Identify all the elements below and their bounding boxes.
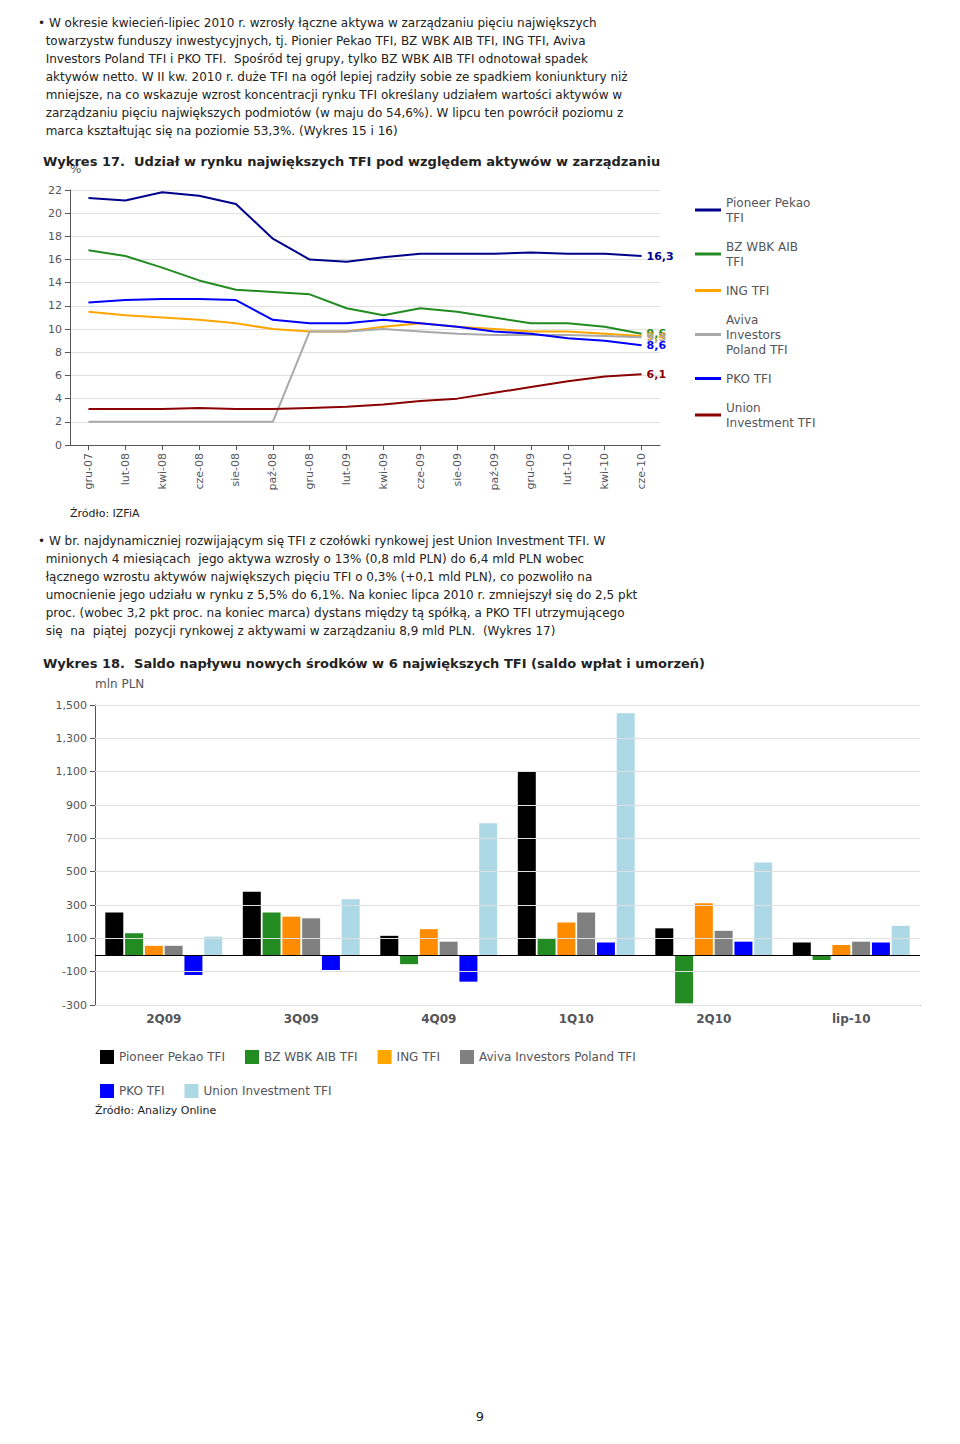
svg-text:• W br. najdynamiczniej rozwij: • W br. najdynamiczniej rozwijającym się… (38, 534, 605, 548)
svg-text:lut-08: lut-08 (119, 453, 132, 485)
svg-text:14: 14 (48, 276, 62, 289)
svg-text:1,300: 1,300 (56, 732, 88, 745)
svg-text:700: 700 (66, 832, 87, 845)
svg-text:gru-08: gru-08 (303, 453, 316, 489)
svg-text:Pioneer Pekao TFI: Pioneer Pekao TFI (119, 1050, 225, 1064)
svg-text:4Q09: 4Q09 (421, 1012, 456, 1026)
svg-text:BZ WBK AIB: BZ WBK AIB (726, 240, 798, 254)
svg-text:Źródło: IZFiA: Źródło: IZFiA (70, 507, 140, 520)
svg-text:Źródło: Analizy Online: Źródło: Analizy Online (95, 1104, 216, 1117)
svg-text:towarzystw funduszy inwestycyj: towarzystw funduszy inwestycyjnych, tj. … (38, 34, 586, 48)
svg-text:aktywów netto. W II kw. 2010 r: aktywów netto. W II kw. 2010 r. duże TFI… (38, 70, 628, 84)
svg-text:9: 9 (476, 1409, 484, 1424)
svg-text:sie-08: sie-08 (229, 453, 242, 487)
svg-text:gru-07: gru-07 (82, 453, 95, 489)
svg-text:0: 0 (55, 439, 62, 452)
svg-text:TFI: TFI (725, 211, 744, 225)
svg-text:2: 2 (55, 415, 62, 428)
svg-text:Wykres 18. Saldo napływu nowy: Wykres 18. Saldo napływu nowych środków … (43, 656, 705, 671)
svg-text:Investors: Investors (726, 328, 781, 342)
svg-text:lut-09: lut-09 (340, 453, 353, 485)
svg-text:Aviva: Aviva (726, 313, 758, 327)
svg-text:zarządzaniu pięciu największyc: zarządzaniu pięciu największych podmiotó… (38, 106, 623, 120)
svg-text:1,500: 1,500 (56, 699, 88, 712)
svg-text:Investors Poland TFI i PKO TFI: Investors Poland TFI i PKO TFI. Spośród … (38, 52, 588, 66)
svg-text:6: 6 (55, 369, 62, 382)
svg-text:8,6: 8,6 (647, 339, 667, 352)
svg-text:cze-10: cze-10 (635, 453, 648, 490)
svg-text:Union Investment TFI: Union Investment TFI (203, 1084, 331, 1098)
svg-text:10: 10 (48, 323, 62, 336)
svg-text:kwi-08: kwi-08 (156, 453, 169, 489)
svg-text:cze-08: cze-08 (193, 453, 206, 490)
svg-text:Poland TFI: Poland TFI (726, 343, 788, 357)
svg-text:paź-08: paź-08 (266, 453, 279, 490)
svg-text:mln PLN: mln PLN (95, 677, 144, 691)
svg-text:proc. (wobec 3,2 pkt proc. na: proc. (wobec 3,2 pkt proc. na koniec mar… (38, 606, 625, 620)
svg-text:PKO TFI: PKO TFI (119, 1084, 164, 1098)
svg-text:6,1: 6,1 (647, 368, 667, 381)
svg-text:Union: Union (726, 401, 761, 415)
svg-text:się na piątej pozycji rynko: się na piątej pozycji rynkowej z aktywam… (38, 624, 555, 638)
svg-text:gru-09: gru-09 (524, 453, 537, 489)
svg-text:300: 300 (66, 899, 87, 912)
svg-text:sie-09: sie-09 (451, 453, 464, 487)
svg-text:8: 8 (55, 346, 62, 359)
svg-text:500: 500 (66, 865, 87, 878)
svg-text:cze-09: cze-09 (414, 453, 427, 490)
svg-text:4: 4 (55, 392, 62, 405)
svg-text:16: 16 (48, 253, 62, 266)
svg-text:Wykres 17. Udział w rynku naj: Wykres 17. Udział w rynku największych T… (43, 154, 660, 169)
svg-text:umocnienie jego udziału w rynk: umocnienie jego udziału w rynku z 5,5% d… (38, 588, 638, 602)
svg-text:-300: -300 (62, 999, 87, 1012)
svg-text:16,3: 16,3 (647, 250, 674, 263)
svg-text:100: 100 (66, 932, 87, 945)
svg-text:minionych 4 miesiącach jego a: minionych 4 miesiącach jego aktywa wzros… (38, 552, 584, 566)
svg-text:Investment TFI: Investment TFI (726, 416, 816, 430)
svg-text:TFI: TFI (725, 255, 744, 269)
svg-text:paź-09: paź-09 (488, 453, 501, 490)
svg-text:3Q09: 3Q09 (284, 1012, 319, 1026)
svg-text:12: 12 (48, 299, 62, 312)
svg-text:lip-10: lip-10 (832, 1012, 871, 1026)
svg-text:ING TFI: ING TFI (726, 284, 769, 298)
svg-text:1,100: 1,100 (56, 765, 88, 778)
svg-text:mniejsze, na co wskazuje wzros: mniejsze, na co wskazuje wzrost koncentr… (38, 88, 622, 102)
svg-text:22: 22 (48, 184, 62, 197)
svg-text:łącznego wzrostu aktywów najwi: łącznego wzrostu aktywów największych pi… (38, 570, 592, 584)
svg-text:18: 18 (48, 230, 62, 243)
svg-text:kwi-10: kwi-10 (598, 453, 611, 489)
svg-text:9,3: 9,3 (646, 330, 667, 344)
svg-text:• W okresie kwiecień-lipiec 20: • W okresie kwiecień-lipiec 2010 r. wzro… (38, 16, 597, 30)
svg-text:marca kształtując się na pozio: marca kształtując się na poziomie 53,3%.… (38, 124, 398, 138)
svg-text:900: 900 (66, 799, 87, 812)
svg-text:1Q10: 1Q10 (559, 1012, 594, 1026)
svg-text:lut-10: lut-10 (561, 453, 574, 485)
svg-text:BZ WBK AIB TFI: BZ WBK AIB TFI (264, 1050, 358, 1064)
svg-text:ING TFI: ING TFI (397, 1050, 440, 1064)
svg-text:20: 20 (48, 207, 62, 220)
svg-text:PKO TFI: PKO TFI (726, 372, 771, 386)
svg-text:Pioneer Pekao: Pioneer Pekao (726, 196, 810, 210)
svg-text:2Q09: 2Q09 (146, 1012, 181, 1026)
svg-text:Aviva Investors Poland TFI: Aviva Investors Poland TFI (479, 1050, 636, 1064)
svg-text:-100: -100 (62, 965, 87, 978)
svg-text:2Q10: 2Q10 (696, 1012, 731, 1026)
svg-text:kwi-09: kwi-09 (377, 453, 390, 489)
